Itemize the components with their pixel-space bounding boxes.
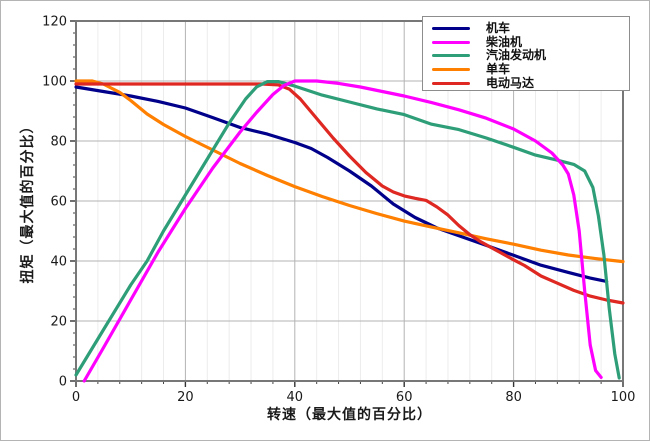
y-tick-label: 0	[59, 375, 67, 390]
y-tick-label: 60	[50, 195, 67, 210]
y-tick-label: 40	[50, 255, 67, 270]
series-line-1	[82, 79, 603, 383]
legend-item-label: 柴油机	[486, 34, 523, 49]
y-tick-label: 100	[42, 75, 67, 90]
x-tick-label: 20	[177, 390, 194, 405]
legend-item: 汽油发动机	[432, 49, 629, 62]
legend-item: 电动马达	[432, 75, 629, 90]
legend-line-swatch	[432, 27, 470, 31]
y-tick-label: 80	[50, 135, 67, 150]
x-tick-label: 60	[396, 390, 413, 405]
y-tick-label: 120	[42, 15, 67, 30]
legend-item: 柴油机	[432, 34, 629, 49]
legend-item-label: 汽油发动机	[486, 48, 547, 63]
legend-item-label: 电动马达	[486, 75, 535, 90]
legend-item-label: 机车	[486, 21, 511, 36]
legend-line-swatch	[432, 54, 470, 58]
legend-line-swatch	[432, 68, 470, 72]
series-line-2	[74, 79, 621, 380]
x-tick-label: 0	[72, 390, 80, 405]
y-tick-label: 20	[50, 315, 67, 330]
y-axis-title: 扭矩（最大值的百分比）	[20, 118, 36, 284]
legend: 机车 柴油机 汽油发动机 单车 电动马达	[422, 16, 630, 91]
x-tick-label: 80	[505, 390, 522, 405]
series-line-0	[74, 85, 609, 283]
series-line-4	[74, 82, 625, 305]
series-line-3	[74, 79, 625, 264]
x-tick-label: 40	[287, 390, 304, 405]
legend-line-swatch	[432, 81, 470, 85]
x-axis-title: 转速（最大值的百分比）	[267, 407, 432, 423]
legend-line-swatch	[432, 40, 470, 44]
plot-border	[75, 20, 624, 382]
x-tick-label: 100	[611, 390, 636, 405]
legend-item: 机车	[432, 22, 629, 35]
legend-item: 单车	[432, 63, 629, 76]
legend-item-label: 单车	[486, 62, 511, 77]
